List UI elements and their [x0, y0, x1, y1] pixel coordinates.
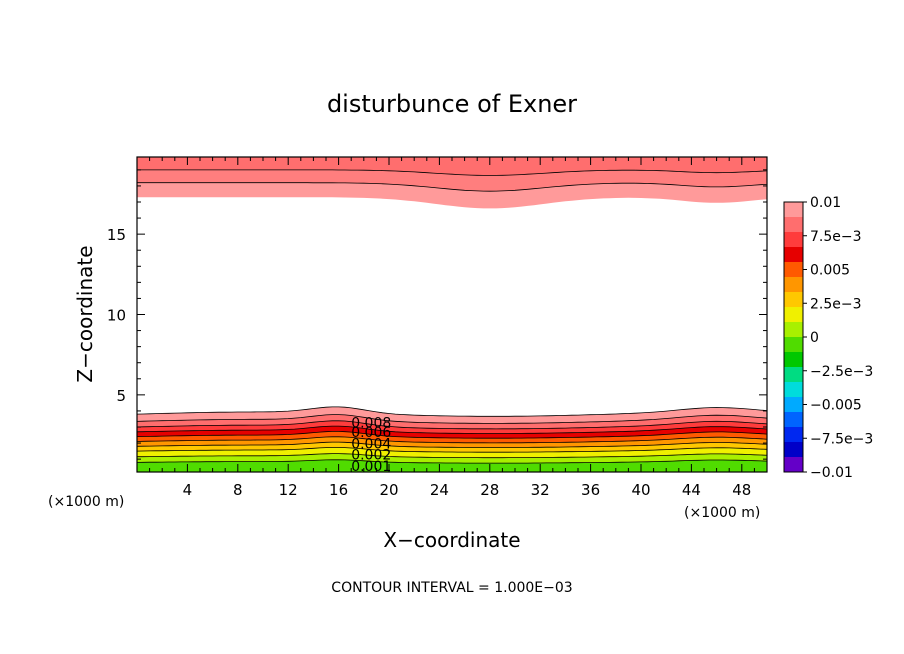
- colorbar-segment: [784, 322, 803, 338]
- y-tick-label: 10: [107, 307, 126, 325]
- x-tick-label: 40: [631, 481, 650, 499]
- colorbar-segment: [784, 232, 803, 248]
- colorbar-segment: [784, 247, 803, 263]
- axis-ticks: [137, 157, 767, 472]
- x-axis-unit-right: (×1000 m): [684, 505, 760, 521]
- colorbar-label: 7.5e−3: [810, 229, 862, 245]
- x-tick-label: 28: [480, 481, 499, 499]
- colorbar-segment: [784, 202, 803, 218]
- colorbar-label: 0.005: [810, 263, 850, 279]
- chart-title: disturbunce of Exner: [327, 90, 577, 118]
- y-axis-label: Z−coordinate: [73, 245, 97, 382]
- colorbar-segment: [784, 352, 803, 368]
- colorbar-label: −7.5e−3: [810, 431, 873, 447]
- colorbar-segment: [784, 292, 803, 308]
- top-band-2: [136, 156, 768, 176]
- colorbar-segment: [784, 367, 803, 383]
- contour-label: 0.008: [351, 415, 391, 431]
- x-tick-label: 16: [329, 481, 348, 499]
- plot-area: [136, 156, 768, 473]
- x-tick-label: 24: [430, 481, 449, 499]
- colorbar-segment: [784, 277, 803, 293]
- colorbar-segment: [784, 217, 803, 233]
- colorbar-segment: [784, 262, 803, 278]
- x-tick-label: 36: [581, 481, 600, 499]
- colorbar-label: −2.5e−3: [810, 364, 873, 380]
- colorbar-label: −0.01: [810, 465, 853, 481]
- colorbar-label: 2.5e−3: [810, 296, 862, 312]
- x-tick-label: 48: [732, 481, 751, 499]
- colorbar-segment: [784, 382, 803, 398]
- x-axis-label: X−coordinate: [383, 528, 520, 552]
- x-tick-label: 4: [183, 481, 193, 499]
- contour-label: 0.004: [351, 436, 391, 452]
- colorbar-segment: [784, 412, 803, 428]
- x-tick-label: 20: [379, 481, 398, 499]
- colorbar-segment: [784, 337, 803, 353]
- x-tick-label: 8: [233, 481, 243, 499]
- colorbar-segment: [784, 457, 803, 473]
- x-tick-label: 32: [531, 481, 550, 499]
- x-tick-label: 44: [682, 481, 701, 499]
- y-tick-label: 15: [107, 226, 126, 244]
- colorbar-label: 0: [810, 330, 819, 346]
- x-axis-unit-left: (×1000 m): [48, 494, 124, 510]
- contour-label: 0.002: [351, 448, 391, 464]
- colorbar-segment: [784, 307, 803, 323]
- bottom-band-0: [136, 459, 768, 473]
- y-tick-labels: 5 10 15: [107, 226, 126, 405]
- x-tick-labels: 4 8 12 16 20 24 28 32 36 40 44 48: [183, 481, 752, 499]
- colorbar-label: 0.01: [810, 195, 841, 211]
- y-tick-label: 5: [116, 387, 126, 405]
- colorbar-label: −0.005: [810, 398, 862, 414]
- contour-interval-note: CONTOUR INTERVAL = 1.000E−03: [331, 580, 572, 596]
- contour-label: 0.006: [351, 425, 391, 441]
- colorbar-segment: [784, 427, 803, 443]
- colorbar: 0.01 7.5e−3 0.005 2.5e−3 0 −2.5e−3 −0.005 −7.5e…: [783, 195, 873, 481]
- colorbar-segment: [784, 442, 803, 458]
- x-tick-label: 12: [279, 481, 298, 499]
- contour-label: 0.001: [351, 459, 391, 475]
- colorbar-segment: [784, 397, 803, 413]
